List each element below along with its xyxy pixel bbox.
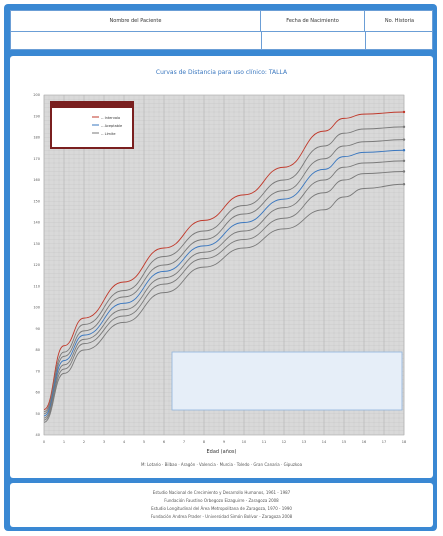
legend-item-1: -- Aceptable (101, 124, 122, 128)
patient-name-label: Nombre del Paciente (11, 11, 261, 31)
x-tick-label: 3 (103, 440, 105, 444)
y-tick-label: 40 (36, 433, 40, 437)
legend-item-0: -- Intervalo (101, 116, 120, 120)
y-tick-label: 110 (33, 284, 40, 288)
y-tick-label: 180 (33, 136, 40, 140)
series-end-point-1 (402, 125, 406, 129)
series-line-1 (43, 126, 405, 413)
series-line-0 (43, 111, 405, 410)
x-tick-label: 1 (63, 440, 65, 444)
series-line-6 (43, 183, 405, 423)
x-tick-label: 7 (183, 440, 185, 444)
y-tick-label: 140 (33, 221, 40, 225)
x-tick-label: 8 (203, 440, 205, 444)
series-end-point-2 (402, 138, 406, 141)
y-tick-label: 70 (36, 369, 40, 373)
series-end-point-0 (402, 110, 406, 114)
series-end-point-5 (402, 170, 406, 173)
footer-line-2: Fundación Faustino Orbegozo Eizaguirre -… (164, 498, 279, 503)
chart-title: Curvas de Distancia para uso clínico: TA… (155, 69, 288, 76)
x-tick-label: 17 (382, 440, 386, 444)
legend-header (51, 102, 133, 108)
series-line-2 (43, 139, 405, 415)
y-tick-label: 60 (36, 391, 40, 395)
x-tick-label: 9 (223, 440, 225, 444)
series-end-point-6 (402, 183, 406, 186)
history-label: No. Historia (384, 18, 415, 24)
inset-box (171, 351, 403, 411)
x-tick-label: 0 (43, 440, 45, 444)
series-end-point-3 (402, 149, 406, 152)
y-tick-label: 90 (36, 327, 40, 331)
y-tick-label: 170 (33, 157, 40, 161)
x-tick-label: 13 (302, 440, 306, 444)
x-tick-label: 6 (163, 440, 165, 444)
x-tick-label: 16 (362, 440, 366, 444)
series-line-5 (43, 171, 405, 421)
series-line-3 (43, 149, 405, 417)
x-tick-label: 5 (143, 440, 145, 444)
x-tick-label: 12 (282, 440, 286, 444)
patient-header: Nombre del Paciente Fecha de Nacimiento … (10, 10, 433, 50)
x-tick-label: 10 (242, 440, 246, 444)
y-tick-label: 200 (33, 93, 40, 97)
footer-line-1: Estudio Nacional de Crecimiento y Desarr… (152, 490, 291, 495)
footer: Estudio Nacional de Crecimiento y Desarr… (10, 483, 433, 527)
x-axis-label: Edad (años) (206, 449, 237, 455)
y-tick-label: 120 (33, 263, 40, 267)
y-tick-label: 130 (33, 242, 40, 246)
bottom-legend: M: Lotario · Bilbao · Aragón · Valencia … (140, 462, 303, 467)
y-tick-label: 100 (33, 306, 40, 310)
birth-date-label: Fecha de Nacimiento (261, 11, 365, 31)
x-tick-label: 14 (322, 440, 327, 444)
footer-line-4: Fundación Andrea Prader - Universidad Si… (150, 514, 293, 519)
y-tick-label: 80 (36, 348, 40, 352)
x-tick-label: 2 (83, 440, 85, 444)
footer-line-3: Estudio Longitudinal del Área Metropolit… (151, 506, 292, 511)
x-tick-label: 11 (262, 440, 266, 444)
x-tick-label: 15 (342, 440, 346, 444)
series-line-4 (43, 160, 405, 419)
legend-item-2: -- Límite (101, 132, 115, 136)
y-tick-label: 150 (33, 199, 40, 203)
y-tick-label: 190 (33, 114, 40, 118)
y-tick-label: 50 (36, 412, 40, 416)
x-tick-label: 18 (402, 440, 406, 444)
series-end-point-4 (402, 159, 406, 163)
y-tick-label: 160 (33, 178, 40, 182)
x-tick-label: 4 (123, 440, 126, 444)
